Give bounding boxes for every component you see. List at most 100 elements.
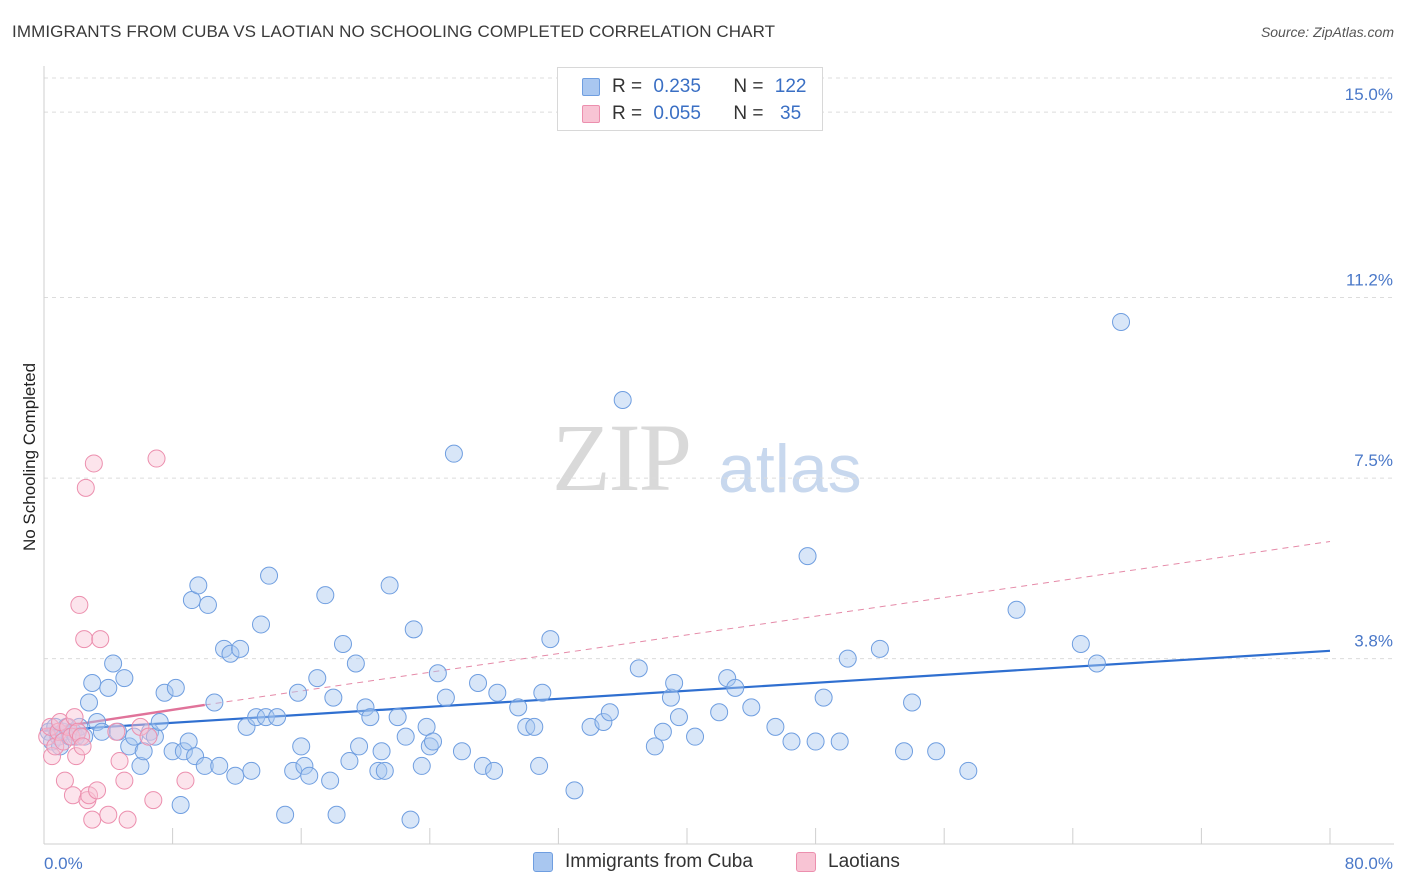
point-cuba (1071, 634, 1090, 653)
point-laotians (65, 708, 84, 727)
legend-row-laotians: R = 0.055 N = 35 (582, 103, 801, 125)
legend-n-label: N = (733, 103, 764, 124)
point-cuba (927, 742, 946, 761)
point-cuba (375, 761, 394, 780)
x-tick-label: 0.0% (44, 854, 83, 873)
point-cuba (252, 615, 271, 634)
watermark-atlas: atlas (718, 431, 862, 507)
legend-swatch-laotians (582, 105, 600, 123)
point-cuba (798, 547, 817, 566)
point-cuba (205, 693, 224, 712)
point-cuba (186, 747, 205, 766)
point-laotians (59, 717, 78, 736)
point-cuba (189, 576, 208, 595)
point-laotians (99, 805, 118, 824)
point-cuba (895, 742, 914, 761)
legend-r-label: R = (612, 76, 643, 97)
point-laotians (43, 747, 62, 766)
point-cuba (150, 713, 169, 732)
point-cuba (99, 678, 118, 697)
point-cuba (327, 805, 346, 824)
point-cuba (346, 654, 365, 673)
point-cuba (155, 683, 174, 702)
point-cuba (838, 649, 857, 668)
series-swatch-cuba (533, 852, 553, 872)
point-laotians (68, 722, 87, 741)
point-laotians (176, 771, 195, 790)
series-swatch-laotians (796, 852, 816, 872)
point-laotians (91, 630, 110, 649)
point-cuba (525, 717, 544, 736)
x-tick-label: 80.0% (1345, 854, 1393, 873)
point-cuba (396, 727, 415, 746)
point-cuba (80, 693, 99, 712)
chart-title: IMMIGRANTS FROM CUBA VS LAOTIAN NO SCHOO… (12, 22, 776, 41)
legend-n-label: N = (733, 76, 764, 97)
point-laotians (88, 781, 107, 800)
point-cuba (361, 708, 380, 727)
point-cuba (380, 576, 399, 595)
point-laotians (75, 630, 94, 649)
point-cuba (195, 756, 214, 775)
point-cuba (509, 698, 528, 717)
y-tick-label: 11.2% (1346, 271, 1393, 290)
point-cuba (210, 756, 229, 775)
point-cuba (88, 713, 107, 732)
point-cuba (372, 742, 391, 761)
point-cuba (316, 586, 335, 605)
point-cuba (350, 737, 369, 756)
point-cuba (645, 737, 664, 756)
axes (43, 66, 1394, 845)
point-cuba (276, 805, 295, 824)
point-laotians (139, 727, 158, 746)
point-cuba (452, 742, 471, 761)
point-cuba (903, 693, 922, 712)
series-legend-laotians[interactable]: Laotians (796, 851, 900, 873)
point-cuba (171, 795, 190, 814)
point-laotians (115, 771, 134, 790)
point-cuba (661, 688, 680, 707)
point-cuba (473, 756, 492, 775)
point-cuba (710, 703, 729, 722)
point-cuba (533, 683, 552, 702)
point-laotians (84, 454, 103, 473)
point-cuba (530, 756, 549, 775)
point-laotians (73, 737, 92, 756)
point-cuba (174, 742, 193, 761)
point-cuba (247, 708, 266, 727)
point-cuba (420, 737, 439, 756)
point-cuba (485, 761, 504, 780)
point-laotians (110, 752, 129, 771)
point-cuba (565, 781, 584, 800)
point-cuba (488, 683, 507, 702)
point-cuba (115, 669, 134, 688)
point-cuba (653, 722, 672, 741)
series-legend-cuba[interactable]: Immigrants from Cuba (533, 851, 753, 873)
point-cuba (321, 771, 340, 790)
point-cuba (613, 391, 632, 410)
point-cuba (284, 761, 303, 780)
point-laotians (83, 810, 102, 829)
point-cuba (231, 639, 250, 658)
point-cuba (870, 639, 889, 658)
point-cuba (436, 688, 455, 707)
point-cuba (830, 732, 849, 751)
point-laotians (147, 449, 166, 468)
point-cuba (198, 595, 217, 614)
point-cuba (125, 727, 144, 746)
point-laotians (144, 791, 163, 810)
point-cuba (308, 669, 327, 688)
point-cuba (959, 761, 978, 780)
point-cuba (300, 766, 319, 785)
point-cuba (221, 644, 240, 663)
point-cuba (340, 752, 359, 771)
point-cuba (814, 688, 833, 707)
point-cuba (686, 727, 705, 746)
point-laotians (67, 747, 86, 766)
data-points (38, 312, 1131, 829)
point-cuba (1007, 600, 1026, 619)
point-cuba (806, 732, 825, 751)
y-tick-label: 7.5% (1354, 451, 1393, 470)
point-cuba (83, 673, 102, 692)
